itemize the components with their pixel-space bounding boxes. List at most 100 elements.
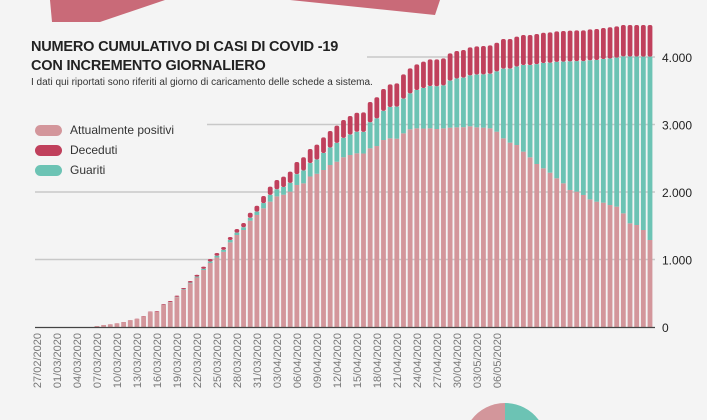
x-tick-label: 21/04/2020 <box>392 333 404 388</box>
bar-recovered <box>341 137 346 158</box>
bar-deceased <box>287 171 293 183</box>
bar-positive <box>174 297 180 327</box>
legend-label: Guariti <box>70 163 106 177</box>
bar-recovered <box>274 189 280 197</box>
bar-recovered <box>534 64 540 164</box>
bar-recovered <box>207 261 213 263</box>
legend-label: Deceduti <box>70 143 118 157</box>
bar-recovered <box>607 58 613 206</box>
bar-deceased <box>481 45 486 75</box>
bar-positive <box>141 316 147 327</box>
bar-positive <box>147 312 153 327</box>
bar-recovered <box>221 249 226 252</box>
bar-positive <box>127 320 133 327</box>
bar-deceased <box>547 32 553 63</box>
bar-deceased <box>407 68 413 94</box>
bar-recovered <box>294 174 300 185</box>
bar-positive <box>481 127 486 327</box>
bar-deceased <box>207 259 213 262</box>
bar-positive <box>634 225 640 327</box>
bar-recovered <box>201 268 206 271</box>
bar-recovered <box>547 62 553 173</box>
bar-deceased <box>634 25 640 57</box>
x-tick-label: 06/05/2020 <box>492 333 504 388</box>
bar-deceased <box>154 311 160 312</box>
bar-deceased <box>574 30 580 62</box>
bar-positive <box>254 214 260 327</box>
bar-deceased <box>374 97 380 119</box>
bar-recovered <box>494 71 500 132</box>
bar-recovered <box>634 56 640 226</box>
bar-positive <box>307 176 313 327</box>
bar-positive <box>201 270 206 327</box>
bar-positive <box>101 324 107 327</box>
bar-deceased <box>274 179 280 190</box>
bar-recovered <box>321 152 326 170</box>
bar-recovered <box>521 65 526 152</box>
bar-recovered <box>467 75 473 127</box>
bar-deceased <box>414 64 420 91</box>
y-tick-label: 4.000 <box>662 51 692 65</box>
bar-recovered <box>514 66 520 146</box>
bar-recovered <box>334 142 340 162</box>
bar-deceased <box>161 304 166 305</box>
bar-deceased <box>627 25 633 57</box>
bar-deceased <box>620 25 626 57</box>
bar-positive <box>301 183 306 327</box>
bar-positive <box>594 201 600 327</box>
bar-deceased <box>387 84 393 107</box>
bar-positive <box>627 223 633 327</box>
bar-deceased <box>461 49 466 78</box>
bar-recovered <box>261 203 266 209</box>
bar-positive <box>241 230 246 327</box>
bar-recovered <box>507 68 513 143</box>
x-tick-label: 03/05/2020 <box>472 333 484 388</box>
pie-slice-recovered <box>505 403 539 420</box>
x-tick-label: 18/04/2020 <box>372 333 384 388</box>
bar-recovered <box>287 182 293 192</box>
x-tick-label: 27/04/2020 <box>432 333 444 388</box>
bar-deceased <box>327 130 333 148</box>
bar-positive <box>414 128 420 327</box>
bar-deceased <box>494 42 500 72</box>
bar-positive <box>474 127 480 328</box>
x-tick-label: 16/03/2020 <box>152 333 164 388</box>
bar-positive <box>441 128 446 327</box>
bar-deceased <box>354 112 360 132</box>
bar-deceased <box>394 83 400 107</box>
bar-deceased <box>580 30 586 62</box>
bar-recovered <box>307 163 313 177</box>
bar-recovered <box>354 131 360 154</box>
x-tick-label: 04/03/2020 <box>72 333 84 388</box>
bar-positive <box>521 151 526 327</box>
bar-recovered <box>381 110 386 141</box>
bar-positive <box>407 129 413 327</box>
bar-positive <box>434 129 440 327</box>
bar-recovered <box>281 186 286 195</box>
bar-positive <box>454 127 460 328</box>
bar-recovered <box>214 255 220 258</box>
bar-positive <box>401 133 406 327</box>
bar-recovered <box>361 131 366 154</box>
bar-recovered <box>407 93 413 130</box>
bar-deceased <box>514 36 520 67</box>
x-tick-label: 24/04/2020 <box>412 333 424 388</box>
bar-positive <box>167 302 173 327</box>
bar-positive <box>161 304 166 327</box>
bar-deceased <box>441 58 446 86</box>
bar-positive <box>574 191 580 327</box>
legend-label: Attualmente positivi <box>70 123 175 137</box>
bar-positive <box>547 172 553 327</box>
bar-positive <box>234 234 240 327</box>
bar-deceased <box>521 34 526 66</box>
bar-deceased <box>227 237 233 240</box>
bar-deceased <box>347 115 353 135</box>
legend-swatch-positive <box>35 124 62 136</box>
bar-positive <box>194 277 200 327</box>
bar-positive <box>267 201 273 327</box>
bar-recovered <box>441 85 446 129</box>
bar-recovered <box>474 74 480 128</box>
bar-deceased <box>241 222 246 228</box>
